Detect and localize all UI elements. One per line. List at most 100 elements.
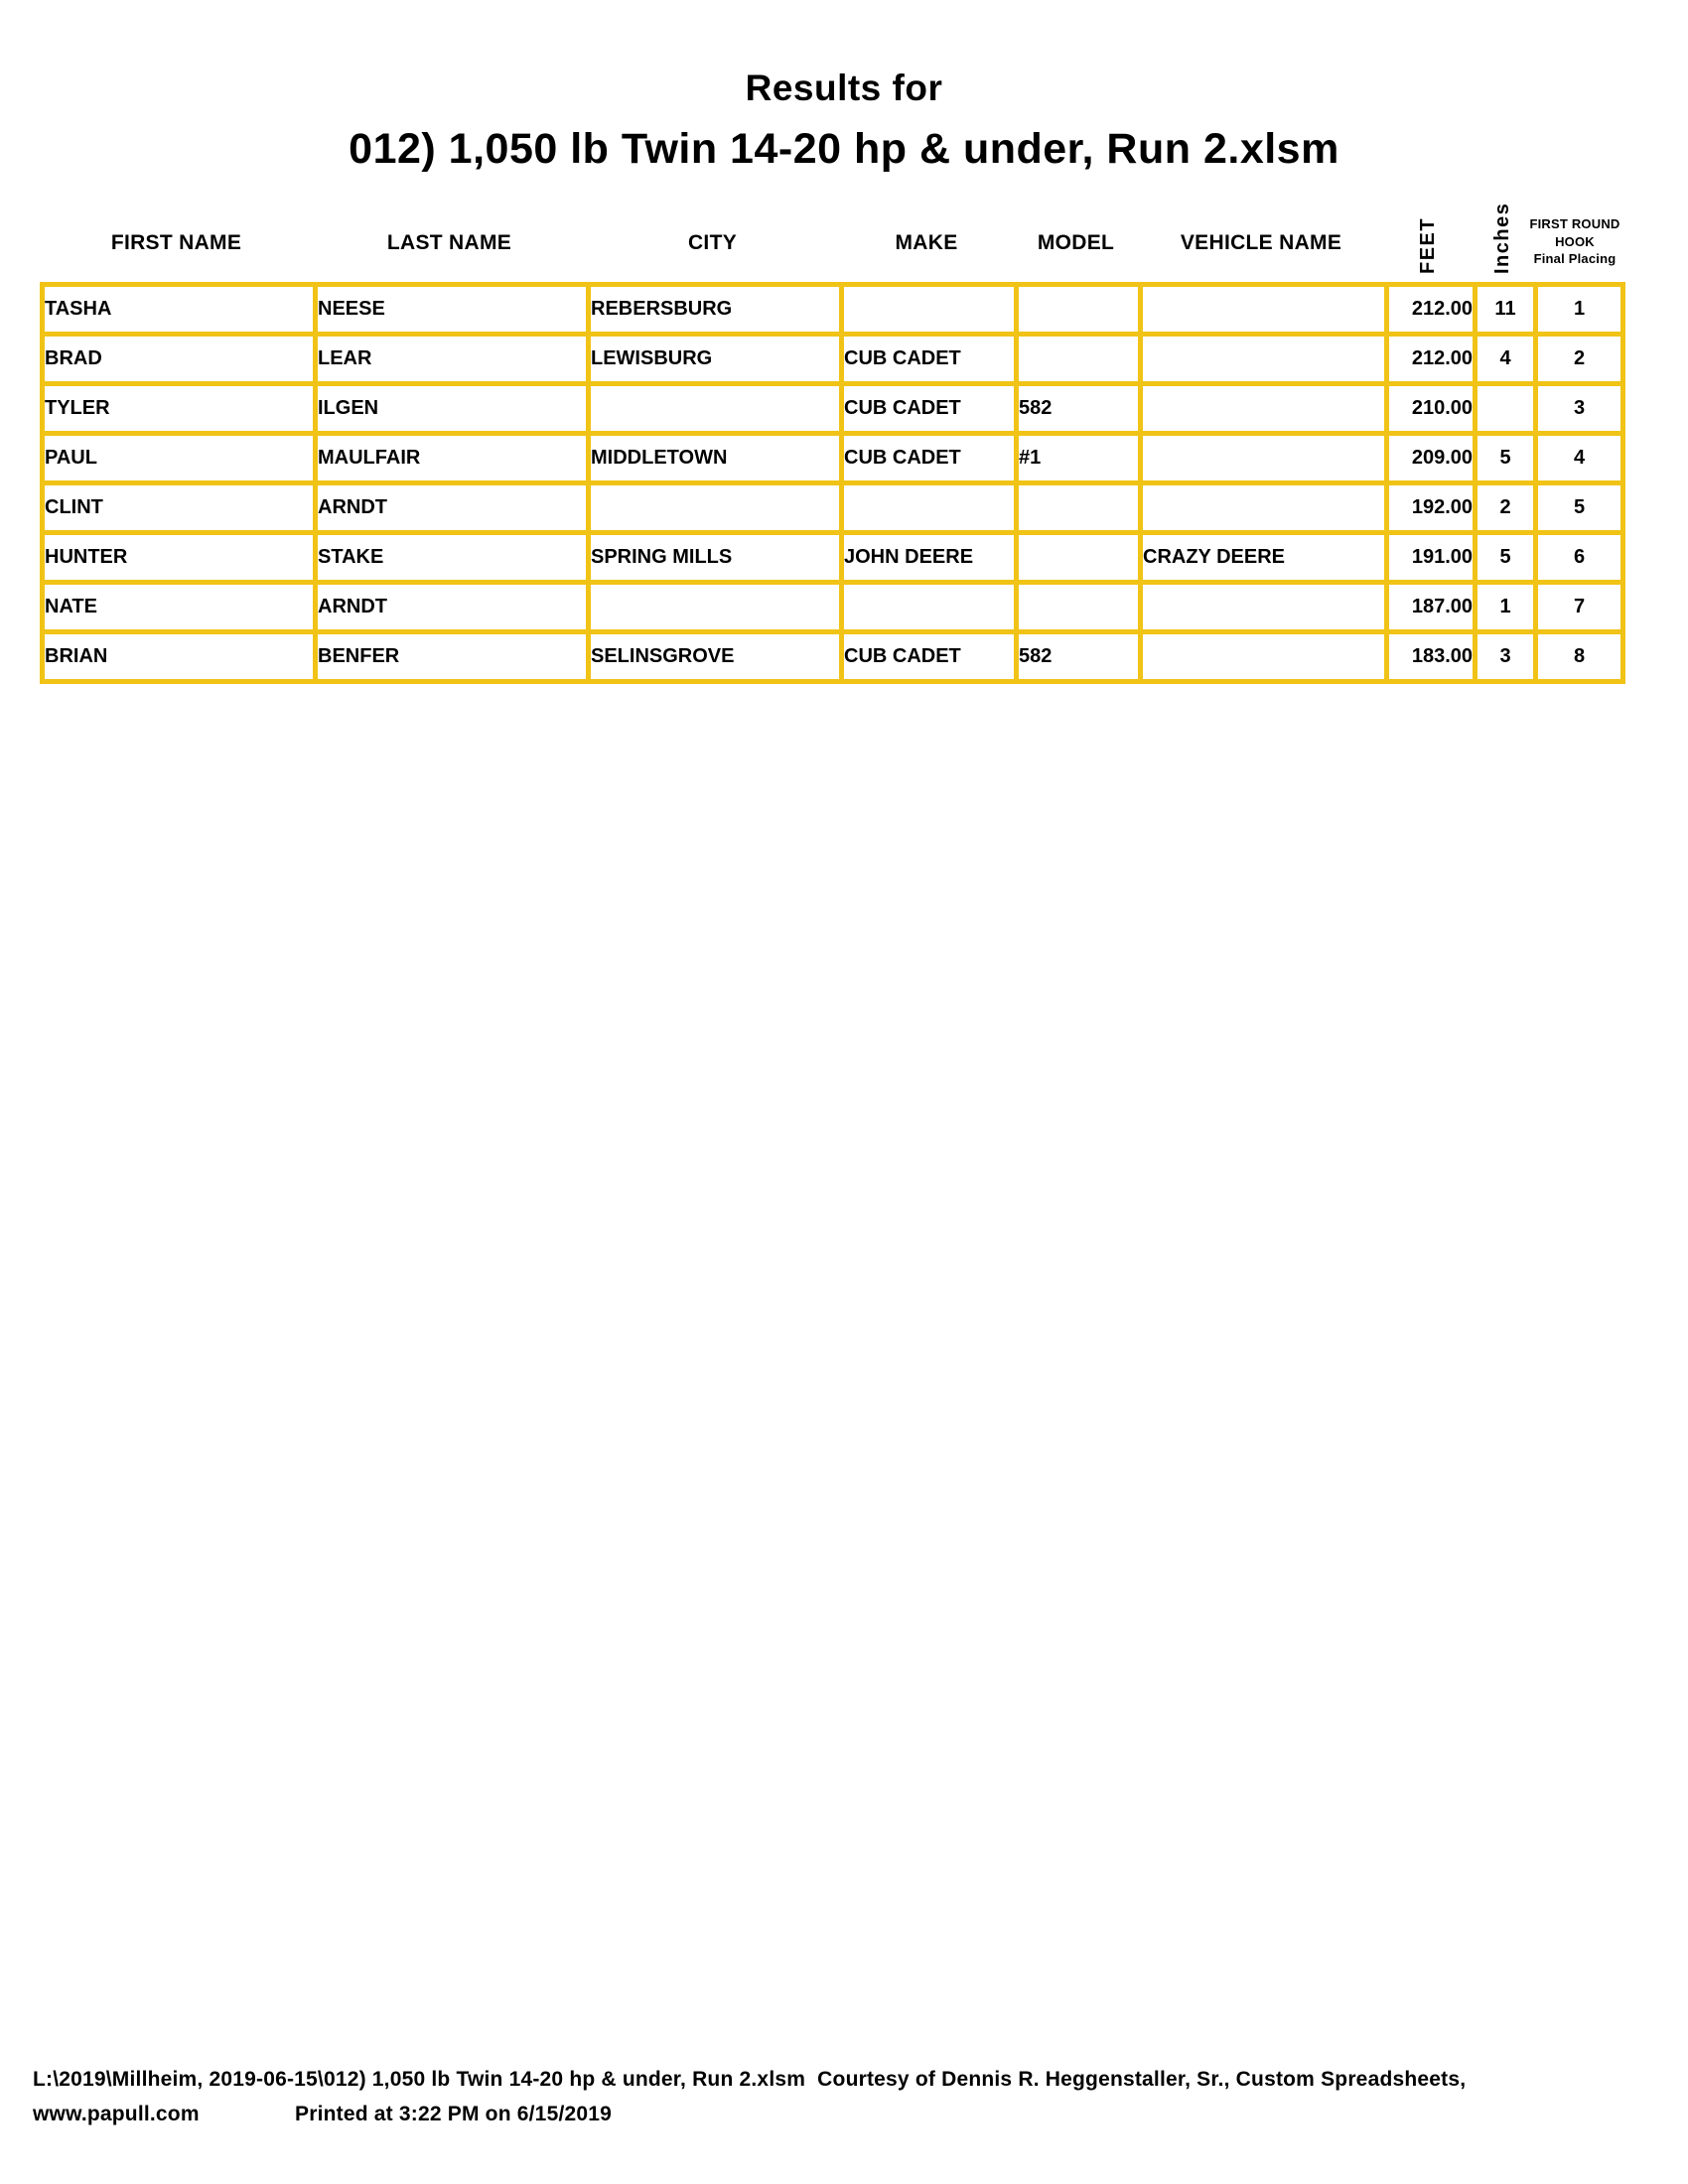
cell-model: 582 — [1014, 629, 1143, 684]
column-header-last-name: LAST NAME — [386, 231, 512, 254]
cell-model — [1014, 332, 1143, 386]
results-table: TASHA NEESE REBERSBURG 212.00 11 1 BRAD … — [40, 282, 1625, 684]
cell-inches: 1 — [1473, 580, 1538, 634]
cell-vehicle-name — [1138, 580, 1389, 634]
footer-file-path: L:\2019\Millheim, 2019-06-15\012) 1,050 … — [33, 2068, 1467, 2091]
cell-city: SELINSGROVE — [586, 629, 844, 684]
cell-last-name: ILGEN — [313, 381, 591, 436]
page-title: Results for — [745, 68, 943, 108]
cell-model — [1014, 580, 1143, 634]
footer-website: www.papull.com — [33, 2103, 200, 2125]
cell-last-name: NEESE — [313, 282, 591, 337]
table-row: BRIAN BENFER SELINSGROVE CUB CADET 582 1… — [40, 629, 1625, 684]
cell-feet: 210.00 — [1384, 381, 1477, 436]
cell-placing: 1 — [1533, 282, 1625, 337]
cell-inches: 4 — [1473, 332, 1538, 386]
cell-feet: 212.00 — [1384, 332, 1477, 386]
column-header-first-name: FIRST NAME — [110, 231, 242, 254]
cell-city: LEWISBURG — [586, 332, 844, 386]
table-row: TYLER ILGEN CUB CADET 582 210.00 3 — [40, 381, 1625, 436]
cell-last-name: ARNDT — [313, 480, 591, 535]
column-header-final-placing: FIRST ROUND HOOK Final Placing — [1529, 215, 1620, 268]
cell-city — [586, 381, 844, 436]
column-header-city: CITY — [687, 231, 738, 254]
cell-city — [586, 480, 844, 535]
cell-placing: 6 — [1533, 530, 1625, 585]
hook-header-line1: FIRST ROUND — [1529, 216, 1620, 231]
footer: L:\2019\Millheim, 2019-06-15\012) 1,050 … — [33, 2068, 1681, 2128]
cell-vehicle-name — [1138, 431, 1389, 485]
cell-last-name: ARNDT — [313, 580, 591, 634]
cell-make — [839, 282, 1019, 337]
cell-placing: 8 — [1533, 629, 1625, 684]
cell-placing: 4 — [1533, 431, 1625, 485]
cell-feet: 212.00 — [1384, 282, 1477, 337]
table-row: TASHA NEESE REBERSBURG 212.00 11 1 — [40, 282, 1625, 337]
cell-make: JOHN DEERE — [839, 530, 1019, 585]
cell-city: SPRING MILLS — [586, 530, 844, 585]
cell-first-name: BRIAN — [40, 629, 318, 684]
cell-placing: 5 — [1533, 480, 1625, 535]
cell-make: CUB CADET — [839, 332, 1019, 386]
cell-first-name: PAUL — [40, 431, 318, 485]
hook-header-line2: HOOK — [1555, 233, 1595, 249]
cell-model: 582 — [1014, 381, 1143, 436]
table-row: HUNTER STAKE SPRING MILLS JOHN DEERE CRA… — [40, 530, 1625, 585]
cell-feet: 187.00 — [1384, 580, 1477, 634]
cell-first-name: TASHA — [40, 282, 318, 337]
cell-model — [1014, 480, 1143, 535]
cell-feet: 209.00 — [1384, 431, 1477, 485]
table-row: CLINT ARNDT 192.00 2 5 — [40, 480, 1625, 535]
table-row: BRAD LEAR LEWISBURG CUB CADET 212.00 4 2 — [40, 332, 1625, 386]
column-header-feet: FEET — [1417, 216, 1439, 274]
cell-inches — [1473, 381, 1538, 436]
cell-make — [839, 580, 1019, 634]
cell-model — [1014, 282, 1143, 337]
cell-feet: 191.00 — [1384, 530, 1477, 585]
cell-last-name: LEAR — [313, 332, 591, 386]
cell-first-name: CLINT — [40, 480, 318, 535]
cell-make — [839, 480, 1019, 535]
cell-vehicle-name: CRAZY DEERE — [1138, 530, 1389, 585]
cell-placing: 3 — [1533, 381, 1625, 436]
cell-last-name: BENFER — [313, 629, 591, 684]
cell-first-name: BRAD — [40, 332, 318, 386]
cell-city: REBERSBURG — [586, 282, 844, 337]
table-row: PAUL MAULFAIR MIDDLETOWN CUB CADET #1 20… — [40, 431, 1625, 485]
cell-make: CUB CADET — [839, 629, 1019, 684]
cell-inches: 3 — [1473, 629, 1538, 684]
cell-make: CUB CADET — [839, 381, 1019, 436]
cell-vehicle-name — [1138, 282, 1389, 337]
cell-model: #1 — [1014, 431, 1143, 485]
footer-line2: www.papull.com Printed at 3:22 PM on 6/1… — [33, 2103, 1681, 2128]
cell-inches: 11 — [1473, 282, 1538, 337]
cell-vehicle-name — [1138, 480, 1389, 535]
cell-inches: 2 — [1473, 480, 1538, 535]
cell-inches: 5 — [1473, 431, 1538, 485]
footer-printed-at: Printed at 3:22 PM on 6/15/2019 — [295, 2103, 612, 2125]
cell-make: CUB CADET — [839, 431, 1019, 485]
cell-last-name: STAKE — [313, 530, 591, 585]
cell-model — [1014, 530, 1143, 585]
table-row: NATE ARNDT 187.00 1 7 — [40, 580, 1625, 634]
cell-first-name: TYLER — [40, 381, 318, 436]
cell-feet: 183.00 — [1384, 629, 1477, 684]
cell-city — [586, 580, 844, 634]
column-header-inches: Inches — [1491, 202, 1513, 274]
cell-first-name: NATE — [40, 580, 318, 634]
cell-placing: 2 — [1533, 332, 1625, 386]
cell-first-name: HUNTER — [40, 530, 318, 585]
cell-vehicle-name — [1138, 381, 1389, 436]
cell-vehicle-name — [1138, 332, 1389, 386]
hook-header-line3: Final Placing — [1533, 251, 1617, 266]
cell-feet: 192.00 — [1384, 480, 1477, 535]
column-header-model: MODEL — [1037, 231, 1115, 254]
cell-inches: 5 — [1473, 530, 1538, 585]
cell-city: MIDDLETOWN — [586, 431, 844, 485]
cell-placing: 7 — [1533, 580, 1625, 634]
cell-last-name: MAULFAIR — [313, 431, 591, 485]
cell-vehicle-name — [1138, 629, 1389, 684]
page-subtitle: 012) 1,050 lb Twin 14-20 hp & under, Run… — [349, 125, 1339, 173]
column-header-vehicle-name: VEHICLE NAME — [1180, 231, 1342, 254]
